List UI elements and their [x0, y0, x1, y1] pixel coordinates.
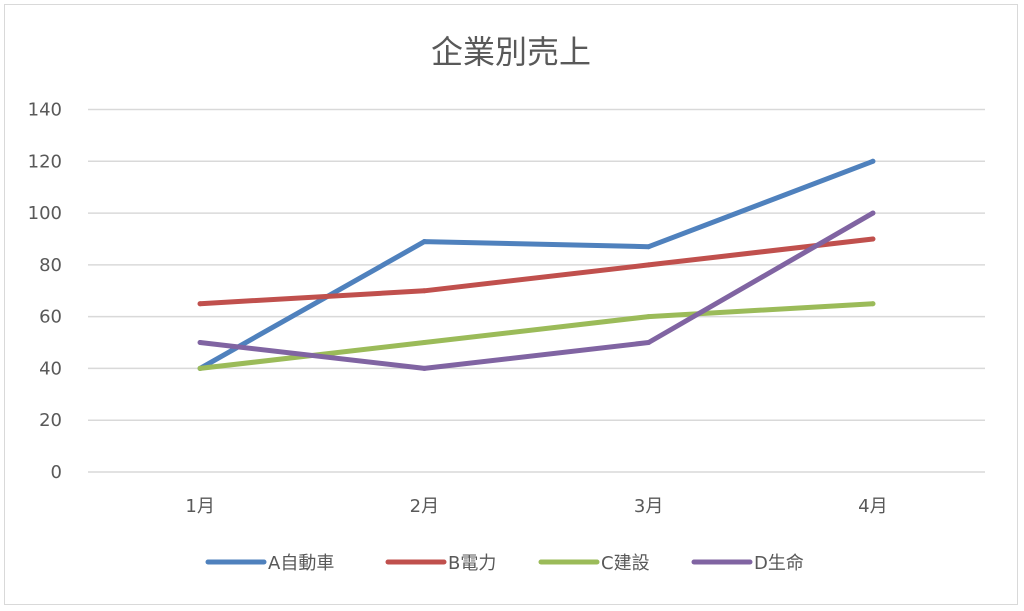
- series-line-4: [197, 210, 876, 371]
- data-point: [197, 340, 203, 346]
- data-point: [646, 262, 652, 268]
- y-tick-label-80: 80: [39, 255, 62, 276]
- x-tick-label-1: 1月: [185, 496, 214, 517]
- legend: A自動車 B電力 C建設 D生命: [205, 553, 804, 574]
- data-point: [421, 340, 427, 346]
- series-line-1: [197, 158, 876, 371]
- data-point: [421, 365, 427, 371]
- chart-title: 企業別売上: [431, 33, 591, 71]
- legend-label: D生命: [754, 553, 804, 574]
- series-lines: [197, 158, 876, 371]
- x-tick-label-4: 4月: [858, 496, 887, 517]
- y-tick-label-20: 20: [39, 410, 62, 431]
- data-point: [870, 210, 876, 216]
- y-axis-tick-labels: 0 20 40 60 80 100 120 140: [28, 100, 62, 484]
- legend-item-1: A自動車: [205, 553, 334, 574]
- y-tick-label-40: 40: [39, 358, 62, 379]
- data-point: [421, 239, 427, 245]
- y-tick-label-140: 140: [28, 100, 62, 121]
- data-point: [197, 365, 203, 371]
- legend-item-3: C建設: [538, 553, 650, 574]
- data-point: [421, 288, 427, 294]
- legend-label: A自動車: [268, 553, 334, 574]
- data-point: [870, 236, 876, 242]
- series-line-2: [197, 236, 876, 307]
- legend-item-4: D生命: [691, 553, 804, 574]
- legend-item-2: B電力: [385, 553, 496, 574]
- gridlines: [88, 108, 985, 473]
- data-point: [646, 340, 652, 346]
- y-tick-label-0: 0: [51, 462, 62, 483]
- x-axis-tick-labels: 1月 2月 3月 4月: [185, 496, 887, 517]
- data-point: [646, 314, 652, 320]
- y-tick-label-60: 60: [39, 307, 62, 328]
- x-tick-label-2: 2月: [410, 496, 439, 517]
- x-tick-label-3: 3月: [634, 496, 663, 517]
- data-point: [870, 158, 876, 164]
- y-tick-label-120: 120: [28, 151, 62, 172]
- legend-label: C建設: [601, 553, 650, 574]
- data-point: [870, 301, 876, 307]
- data-point: [646, 244, 652, 250]
- y-tick-label-100: 100: [28, 203, 62, 224]
- data-point: [197, 301, 203, 307]
- legend-label: B電力: [448, 553, 496, 574]
